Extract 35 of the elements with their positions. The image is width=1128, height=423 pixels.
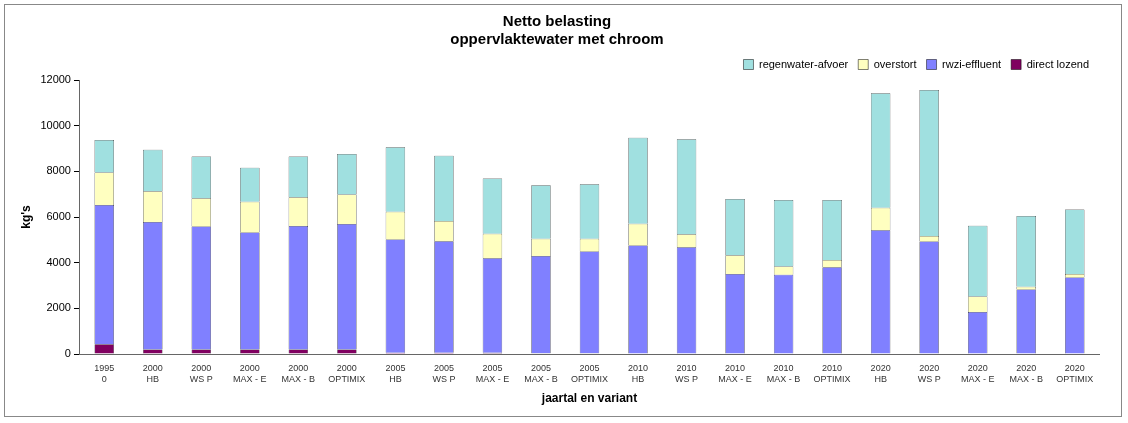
x-tick-label: 2010 MAX - E bbox=[718, 362, 752, 384]
x-tick-label: 2000 OPTIMIX bbox=[328, 362, 366, 384]
x-tick-label: 2010 OPTIMIX bbox=[813, 362, 851, 384]
legend-label: rwzi-effluent bbox=[942, 57, 1002, 70]
x-tick-label: 2010 HB bbox=[628, 362, 649, 384]
x-tick-label: 2000 HB bbox=[142, 362, 163, 384]
x-tick-label: 2020 MAX - E bbox=[960, 362, 995, 384]
x-tick-label: 2010 WS P bbox=[675, 362, 699, 384]
x-tick-label: 2010 MAX - B bbox=[766, 362, 801, 384]
x-tick-label: 2020 WS P bbox=[917, 362, 941, 384]
x-tick-label: 2000 MAX - E bbox=[233, 362, 267, 384]
y-tick-label: 12000 bbox=[40, 73, 71, 86]
x-tick-label: 1995 0 bbox=[94, 362, 115, 384]
y-axis-title: kg's bbox=[18, 204, 33, 229]
x-tick-label: 2000 WS P bbox=[189, 362, 213, 384]
legend-label: regenwater-afvoer bbox=[758, 57, 849, 70]
x-tick-label: 2005 HB bbox=[385, 362, 406, 384]
y-tick-label: 4000 bbox=[46, 255, 71, 268]
x-tick-label: 2005 OPTIMIX bbox=[570, 362, 608, 384]
y-tick-label: 10000 bbox=[40, 118, 71, 131]
x-tick-label: 2020 OPTIMIX bbox=[1056, 362, 1094, 384]
legend-label: direct lozend bbox=[1026, 57, 1090, 70]
x-tick-label: 2005 MAX - B bbox=[524, 362, 558, 384]
x-tick-label: 2000 MAX - B bbox=[281, 362, 316, 384]
x-axis-title: jaartal en variant bbox=[540, 391, 638, 406]
chart-title: Netto belasting oppervlaktewater met chroom bbox=[450, 12, 664, 48]
y-tick-label: 6000 bbox=[46, 210, 71, 223]
y-tick-label: 2000 bbox=[46, 301, 71, 314]
x-tick-label: 2020 HB bbox=[870, 362, 891, 384]
x-tick-label: 2020 MAX - B bbox=[1009, 362, 1043, 384]
y-tick-label: 0 bbox=[64, 347, 71, 360]
x-tick-label: 2005 WS P bbox=[432, 362, 456, 384]
x-tick-label: 2005 MAX - E bbox=[475, 362, 510, 384]
legend-label: overstort bbox=[873, 57, 917, 70]
y-tick-label: 8000 bbox=[46, 164, 71, 177]
